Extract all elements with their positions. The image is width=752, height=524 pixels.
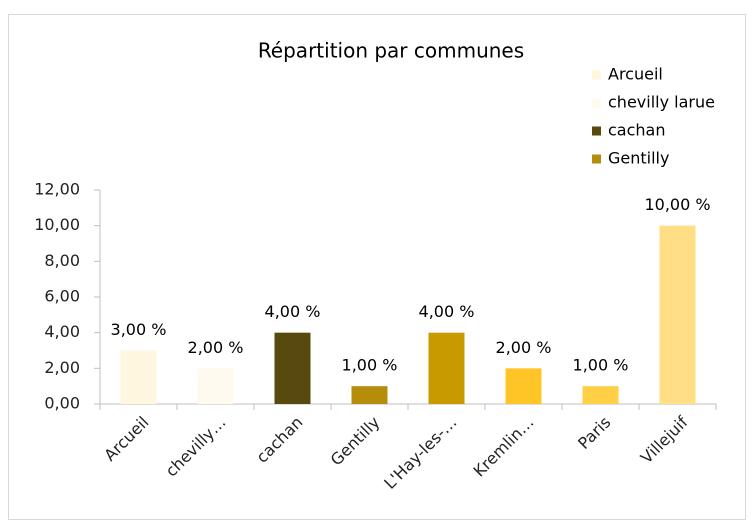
chart-title: Répartition par communes [258,39,524,63]
y-tick-label: 2,00 [44,358,80,377]
bar [351,386,388,404]
legend-swatch [592,70,601,80]
y-tick-label: 12,00 [34,180,80,199]
data-label: 4,00 % [265,302,321,321]
bar [582,386,619,404]
bar [120,350,157,404]
bar [428,332,465,404]
y-tick-label: 10,00 [34,215,80,234]
legend-swatch [592,98,601,108]
bar [505,368,542,404]
y-tick-label: 0,00 [44,394,80,413]
bar [659,225,696,404]
data-label: 2,00 % [188,338,244,357]
data-label: 2,00 % [496,338,552,357]
data-label: 4,00 % [419,302,475,321]
chart-frame [8,14,746,520]
y-tick-label: 4,00 [44,322,80,341]
data-label: 3,00 % [111,320,167,339]
data-label: 10,00 % [644,195,710,214]
legend-swatch [592,154,601,164]
data-label: 1,00 % [342,356,398,375]
data-label: 1,00 % [573,356,629,375]
legend-label: cachan [608,121,665,140]
bar [274,332,311,404]
legend-label: chevilly larue [608,93,715,112]
bar [197,368,234,404]
legend-swatch [592,126,601,136]
legend-label: Gentilly [608,149,669,168]
y-tick-label: 6,00 [44,287,80,306]
legend-label: Arcueil [608,65,663,84]
y-tick-label: 8,00 [44,251,80,270]
